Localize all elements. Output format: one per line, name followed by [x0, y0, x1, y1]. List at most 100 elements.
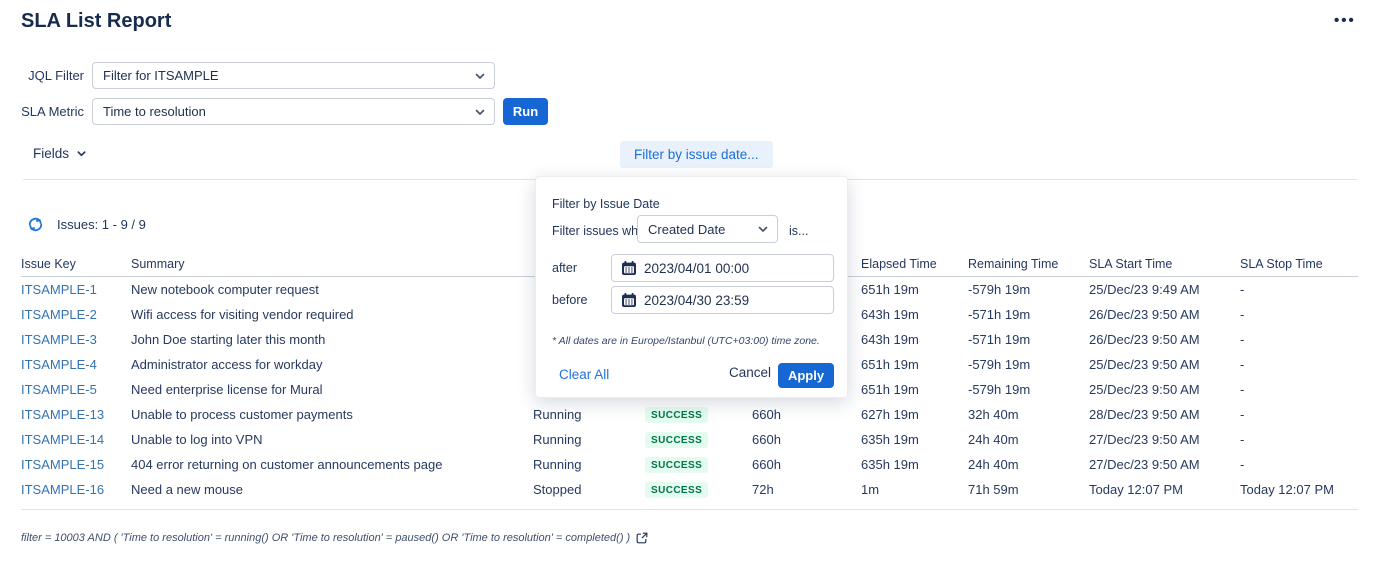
cell-issue_key: ITSAMPLE-13	[21, 407, 131, 422]
cell-elapsed: 651h 19m	[861, 382, 919, 397]
chevron-down-icon	[474, 106, 486, 118]
table-row: ITSAMPLE-15 404 error returning on custom…	[21, 452, 1358, 477]
cell-issue_key: ITSAMPLE-15	[21, 457, 131, 472]
cell-remaining: 32h 40m	[968, 407, 1019, 422]
issue-key-link[interactable]: ITSAMPLE-2	[21, 307, 97, 322]
cell-summary: Unable to process customer payments	[131, 407, 353, 422]
calendar-icon	[621, 292, 637, 308]
apply-button[interactable]: Apply	[778, 363, 834, 388]
cell-start: 28/Dec/23 9:50 AM	[1089, 407, 1200, 422]
cell-summary: 404 error returning on customer announce…	[131, 457, 443, 472]
issue-key-link[interactable]: ITSAMPLE-15	[21, 457, 105, 472]
page-title: SLA List Report	[21, 10, 172, 32]
filter-issues-where-label: Filter issues where	[552, 224, 657, 238]
cell-remaining: 24h 40m	[968, 432, 1019, 447]
cell-remaining: -579h 19m	[968, 282, 1031, 297]
cell-start: 26/Dec/23 9:50 AM	[1089, 332, 1200, 347]
issue-key-link[interactable]: ITSAMPLE-13	[21, 407, 105, 422]
column-header-issue_key: Issue Key	[21, 257, 76, 271]
issue-key-link[interactable]: ITSAMPLE-5	[21, 382, 97, 397]
before-date-value: 2023/04/30 23:59	[644, 292, 750, 308]
sla-metric-value: Time to resolution	[103, 104, 206, 119]
sla-metric-select[interactable]: Time to resolution	[92, 98, 495, 125]
cell-sla_status: Stopped	[533, 482, 582, 497]
is-label: is...	[789, 224, 809, 238]
fields-dropdown[interactable]: Fields	[33, 146, 87, 161]
popup-title: Filter by Issue Date	[552, 197, 660, 211]
cell-remaining: -571h 19m	[968, 332, 1031, 347]
cell-elapsed: 643h 19m	[861, 332, 919, 347]
jql-filter-select[interactable]: Filter for ITSAMPLE	[92, 62, 495, 89]
cell-stop: -	[1240, 357, 1245, 372]
issue-key-link[interactable]: ITSAMPLE-1	[21, 282, 97, 297]
cell-elapsed: 635h 19m	[861, 457, 919, 472]
after-date-input[interactable]: 2023/04/01 00:00	[611, 254, 834, 282]
cell-stop: -	[1240, 282, 1245, 297]
cell-start: 25/Dec/23 9:50 AM	[1089, 382, 1200, 397]
cell-goal_status: SUCCESS	[645, 456, 752, 474]
cell-stop: -	[1240, 407, 1245, 422]
jql-filter-value: Filter for ITSAMPLE	[103, 68, 219, 83]
timezone-note: * All dates are in Europe/Istanbul (UTC+…	[552, 335, 820, 347]
issue-key-link[interactable]: ITSAMPLE-16	[21, 482, 105, 497]
cell-summary: New notebook computer request	[131, 282, 319, 297]
cell-remaining: -579h 19m	[968, 382, 1031, 397]
cell-start: 27/Dec/23 9:50 AM	[1089, 432, 1200, 447]
cell-summary: John Doe starting later this month	[131, 332, 326, 347]
table-body: ITSAMPLE-1 New notebook computer request 6…	[21, 277, 1358, 502]
issues-bar: Issues: 1 - 9 / 9	[27, 216, 146, 233]
cell-issue_key: ITSAMPLE-3	[21, 332, 131, 347]
column-header-stop: SLA Stop Time	[1240, 257, 1323, 271]
cell-start: 27/Dec/23 9:50 AM	[1089, 457, 1200, 472]
footer: filter = 10003 AND ( 'Time to resolution…	[21, 532, 648, 544]
jql-query-text: filter = 10003 AND ( 'Time to resolution…	[21, 532, 631, 544]
cell-issue_key: ITSAMPLE-2	[21, 307, 131, 322]
cancel-button[interactable]: Cancel	[729, 365, 772, 380]
sla-table: Issue Key Summary Elapsed Time Remaining Ti…	[21, 257, 1358, 502]
cell-goal_status: SUCCESS	[645, 406, 752, 424]
table-row: ITSAMPLE-5 Need enterprise license for Mu…	[21, 377, 1358, 402]
clear-all-link[interactable]: Clear All	[559, 367, 610, 382]
cell-remaining: 24h 40m	[968, 457, 1019, 472]
cell-start: 25/Dec/23 9:50 AM	[1089, 357, 1200, 372]
cell-stop: -	[1240, 457, 1245, 472]
cell-stop: -	[1240, 382, 1245, 397]
before-date-input[interactable]: 2023/04/30 23:59	[611, 286, 834, 314]
cell-sla_status: Running	[533, 457, 582, 472]
date-field-select[interactable]: Created Date	[637, 215, 778, 243]
status-badge: SUCCESS	[645, 482, 709, 499]
divider	[21, 509, 1358, 510]
run-button[interactable]: Run	[503, 98, 548, 125]
cell-goal_status: SUCCESS	[645, 431, 752, 449]
cell-elapsed: 635h 19m	[861, 432, 919, 447]
refresh-icon[interactable]	[27, 216, 44, 233]
table-row: ITSAMPLE-3 John Doe starting later this m…	[21, 327, 1358, 352]
cell-sla_status: Running	[533, 432, 582, 447]
cell-start: 26/Dec/23 9:50 AM	[1089, 307, 1200, 322]
cell-start: 25/Dec/23 9:49 AM	[1089, 282, 1200, 297]
cell-goal_duration: 660h	[752, 432, 781, 447]
issues-count: Issues: 1 - 9 / 9	[57, 217, 146, 232]
issue-key-link[interactable]: ITSAMPLE-4	[21, 357, 97, 372]
cell-goal_duration: 660h	[752, 457, 781, 472]
column-header-remaining: Remaining Time	[968, 257, 1059, 271]
cell-remaining: 71h 59m	[968, 482, 1019, 497]
date-field-value: Created Date	[648, 221, 726, 237]
column-header-start: SLA Start Time	[1089, 257, 1173, 271]
issue-key-link[interactable]: ITSAMPLE-14	[21, 432, 105, 447]
filter-by-issue-date-button[interactable]: Filter by issue date...	[620, 141, 773, 168]
cell-remaining: -579h 19m	[968, 357, 1031, 372]
table-row: ITSAMPLE-16 Need a new mouse Stopped SUCCES…	[21, 477, 1358, 502]
cell-summary: Need enterprise license for Mural	[131, 382, 323, 397]
external-link-icon[interactable]	[636, 532, 648, 544]
issue-key-link[interactable]: ITSAMPLE-3	[21, 332, 97, 347]
column-header-elapsed: Elapsed Time	[861, 257, 937, 271]
more-options-icon[interactable]: •••	[1334, 12, 1356, 29]
status-badge: SUCCESS	[645, 407, 709, 424]
cell-issue_key: ITSAMPLE-5	[21, 382, 131, 397]
cell-elapsed: 651h 19m	[861, 357, 919, 372]
cell-issue_key: ITSAMPLE-14	[21, 432, 131, 447]
cell-stop: Today 12:07 PM	[1240, 482, 1334, 497]
chevron-down-icon	[757, 223, 769, 235]
